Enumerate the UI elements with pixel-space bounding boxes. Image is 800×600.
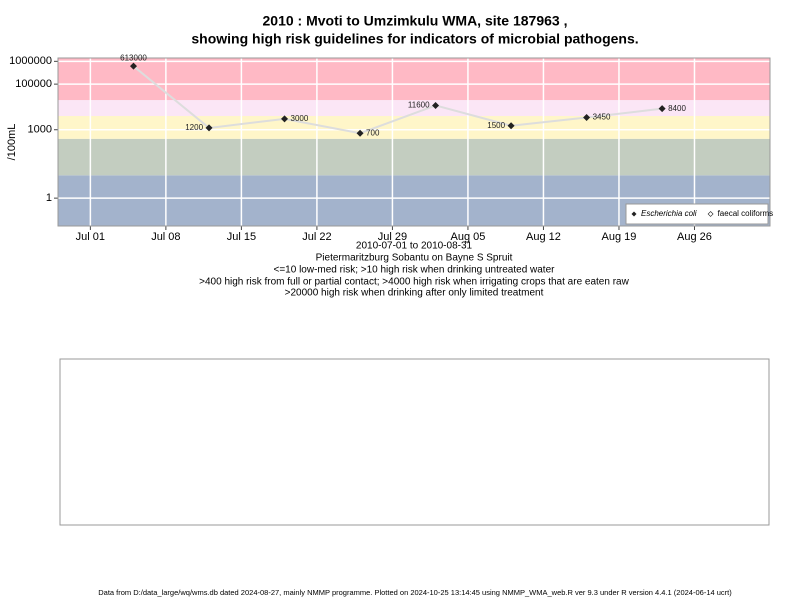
data-label: 8400 [668,104,686,113]
x-tick-label: Jul 29 [378,231,407,243]
data-point [583,113,591,121]
data-point [205,124,213,132]
risk-band [58,116,770,139]
data-line [132,65,663,135]
data-label: 3450 [593,113,611,122]
footer: Data from D:/data_large/wq/wms.db dated … [98,588,732,597]
y-tick-label: 1000 [28,124,52,136]
y-tick-label: 1 [46,192,52,204]
y-tick-label: 1000000 [9,55,52,67]
plot-border [57,57,771,227]
x-tick-label: Jul 01 [76,231,105,243]
data-label: 3000 [291,114,309,123]
data-point [507,122,515,130]
legend-box [625,203,769,225]
x-axis-label: Pietermaritzburg Sobantu on Bayne S Spru… [316,253,513,264]
data-point [658,105,666,113]
data-label: 613000 [120,53,147,62]
legend-label: Escherichia coli [641,209,697,218]
data-point [130,62,138,70]
data-label: 700 [366,128,380,137]
data-label: 11600 [408,101,430,110]
y-axis-label: /100mL [6,124,18,161]
x-axis-label: <=10 low-med risk; >10 high risk when dr… [274,265,556,276]
x-axis-label: 2010-07-01 to 2010-08-31 [356,241,473,252]
chart-title: showing high risk guidelines for indicat… [191,31,638,47]
x-axis-label: >20000 high risk when drinking after onl… [285,288,544,299]
data-point [281,115,289,123]
x-tick-label: Jul 15 [227,231,256,243]
x-tick-label: Aug 19 [602,231,637,243]
risk-band [58,58,770,101]
x-tick-label: Aug 12 [526,231,561,243]
data-point [432,101,440,109]
legend-marker [707,211,714,217]
legend-label: faecal coliforms [718,209,774,218]
y-tick-label: 100000 [15,78,52,90]
x-axis-label: >400 high risk from full or partial cont… [199,277,629,288]
legend-marker [631,211,637,217]
x-tick-label: Jul 08 [151,231,180,243]
empty-panel [59,358,770,526]
data-label: 1500 [487,121,505,130]
x-tick-label: Aug 05 [451,231,486,243]
x-tick-label: Jul 22 [302,231,331,243]
x-tick-label: Aug 26 [677,231,712,243]
chart-title: 2010 : Mvoti to Umzimkulu WMA, site 1879… [263,13,568,29]
data-label: 1200 [185,123,203,132]
risk-band [58,100,770,117]
data-point [356,129,364,137]
risk-band [58,138,770,176]
